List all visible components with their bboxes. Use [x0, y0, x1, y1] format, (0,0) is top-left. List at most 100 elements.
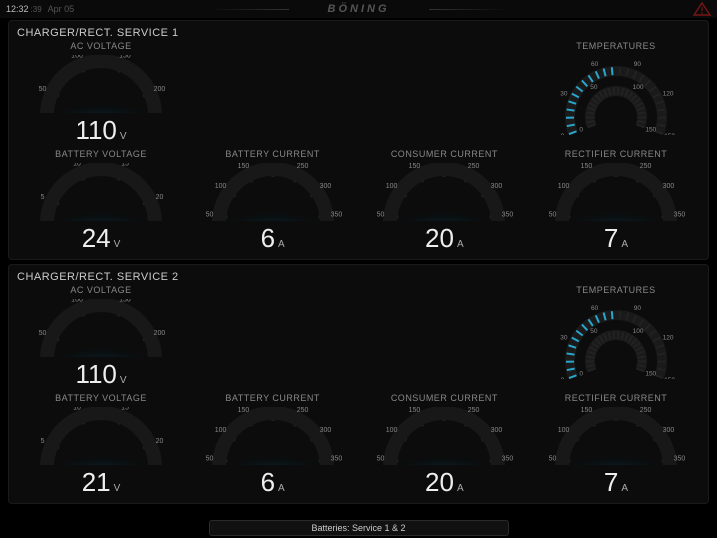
clock-date: Apr 05: [48, 4, 75, 14]
gauge-cell: CONSUMER CURRENT 05010015020025030035040…: [360, 393, 528, 501]
svg-text:60: 60: [591, 305, 599, 312]
svg-text:0: 0: [561, 377, 565, 379]
gauge-value: 24V: [82, 223, 121, 254]
gauge-arc: 050100150200250: [17, 299, 185, 357]
svg-text:90: 90: [634, 305, 642, 312]
svg-text:150: 150: [645, 126, 656, 133]
gauge-cell-temperatures: TEMPERATURES 0306090120150050100150: [532, 41, 700, 149]
temperature-rings: 0306090120150050100150: [532, 55, 700, 135]
gauge-row-bottom: BATTERY VOLTAGE 0510152025 24V BATTERY C…: [17, 149, 700, 257]
svg-text:100: 100: [558, 183, 570, 190]
gauge-value: 7A: [604, 467, 628, 498]
gauge-value: 20A: [425, 223, 464, 254]
top-bar: 12:32 :39 Apr 05 BÖNING: [0, 0, 717, 18]
svg-text:120: 120: [663, 91, 674, 98]
svg-text:50: 50: [590, 328, 598, 335]
svg-text:100: 100: [386, 427, 398, 434]
gauge-arc: 0510152025: [17, 163, 185, 221]
svg-text:250: 250: [640, 407, 652, 414]
brand-text: BÖNING: [328, 3, 390, 15]
svg-text:100: 100: [71, 299, 83, 304]
svg-text:150: 150: [119, 55, 131, 60]
svg-text:150: 150: [581, 163, 593, 170]
gauge-value: 110V: [75, 359, 126, 390]
gauge-cell-temperatures: TEMPERATURES 0306090120150050100150: [532, 285, 700, 393]
panel-title: CHARGER/RECT. SERVICE 2: [17, 271, 700, 283]
gauge-value: 21V: [82, 467, 121, 498]
gauge-value: 110V: [75, 115, 126, 146]
gauge-arc: 050100150200250300350400: [360, 407, 528, 465]
svg-text:150: 150: [409, 407, 421, 414]
gauge-cell-empty: [189, 285, 357, 393]
svg-text:20: 20: [156, 194, 164, 201]
gauge-value: 7A: [604, 223, 628, 254]
svg-text:100: 100: [633, 328, 644, 335]
svg-text:50: 50: [377, 455, 385, 462]
svg-text:350: 350: [502, 455, 514, 462]
svg-text:100: 100: [214, 183, 226, 190]
svg-text:50: 50: [549, 211, 557, 218]
svg-text:350: 350: [674, 211, 686, 218]
gauge-label: RECTIFIER CURRENT: [565, 393, 668, 405]
svg-text:150: 150: [664, 377, 675, 379]
gauge-label: TEMPERATURES: [576, 41, 655, 53]
gauge-row-top: AC VOLTAGE 050100150200250 110V TEMPERAT…: [17, 285, 700, 393]
gauge-cell-empty: [360, 41, 528, 149]
gauge-arc: 050100150200250300350400: [532, 163, 700, 221]
svg-text:30: 30: [560, 91, 568, 98]
svg-text:30: 30: [560, 335, 568, 342]
svg-text:350: 350: [674, 455, 686, 462]
svg-text:300: 300: [663, 427, 675, 434]
gauge-cell: BATTERY VOLTAGE 0510152025 24V: [17, 149, 185, 257]
svg-text:250: 250: [640, 163, 652, 170]
svg-text:100: 100: [633, 84, 644, 91]
gauge-cell: BATTERY CURRENT 050100150200250300350400…: [189, 149, 357, 257]
svg-text:50: 50: [39, 330, 47, 337]
gauge-arc: 050100150200250300350400: [360, 163, 528, 221]
svg-text:10: 10: [73, 163, 81, 168]
gauge-arc: 050100150200250: [17, 55, 185, 113]
footer-tab[interactable]: Batteries: Service 1 & 2: [209, 520, 509, 536]
svg-text:150: 150: [237, 163, 249, 170]
svg-text:350: 350: [330, 211, 342, 218]
svg-text:350: 350: [502, 211, 514, 218]
gauge-label: AC VOLTAGE: [70, 41, 131, 53]
svg-text:100: 100: [386, 183, 398, 190]
gauge-cell: CONSUMER CURRENT 05010015020025030035040…: [360, 149, 528, 257]
gauge-cell-ac-voltage: AC VOLTAGE 050100150200250 110V: [17, 285, 185, 393]
svg-text:50: 50: [205, 211, 213, 218]
alarm-icon[interactable]: [693, 2, 711, 16]
svg-text:60: 60: [591, 61, 599, 68]
gauge-value: 6A: [261, 467, 285, 498]
svg-text:200: 200: [154, 86, 166, 93]
svg-text:300: 300: [319, 427, 331, 434]
clock-time: 12:32: [6, 4, 29, 14]
gauge-cell: BATTERY VOLTAGE 0510152025 21V: [17, 393, 185, 501]
svg-text:50: 50: [377, 211, 385, 218]
svg-text:100: 100: [214, 427, 226, 434]
svg-text:250: 250: [296, 163, 308, 170]
svg-text:100: 100: [558, 427, 570, 434]
svg-text:200: 200: [154, 330, 166, 337]
svg-text:150: 150: [645, 370, 656, 377]
gauge-arc: 050100150200250300350400: [532, 407, 700, 465]
panel-title: CHARGER/RECT. SERVICE 1: [17, 27, 700, 39]
service-panel: CHARGER/RECT. SERVICE 1 AC VOLTAGE 0 50 10…: [8, 20, 709, 260]
gauge-cell-empty: [360, 285, 528, 393]
gauge-cell-empty: [189, 41, 357, 149]
gauge-arc: 050100150200250300350400: [189, 407, 357, 465]
clock-seconds: :39: [31, 5, 42, 14]
gauge-label: CONSUMER CURRENT: [391, 149, 498, 161]
svg-text:50: 50: [549, 455, 557, 462]
gauge-value: 6A: [261, 223, 285, 254]
svg-text:15: 15: [121, 407, 129, 412]
svg-text:150: 150: [119, 299, 131, 304]
svg-text:90: 90: [634, 61, 642, 68]
svg-text:10: 10: [73, 407, 81, 412]
gauge-label: TEMPERATURES: [576, 285, 655, 297]
svg-text:0: 0: [579, 126, 583, 133]
svg-text:0: 0: [561, 133, 565, 135]
gauge-label: BATTERY CURRENT: [225, 149, 320, 161]
svg-text:300: 300: [663, 183, 675, 190]
svg-text:5: 5: [41, 438, 45, 445]
